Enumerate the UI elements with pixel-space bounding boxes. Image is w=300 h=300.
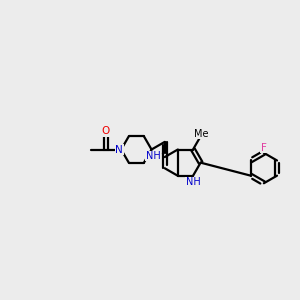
Text: N: N: [116, 145, 123, 154]
Text: Me: Me: [194, 129, 208, 139]
Text: NH: NH: [186, 177, 200, 187]
Text: F: F: [261, 143, 267, 153]
Text: NH: NH: [146, 151, 160, 161]
Text: O: O: [102, 126, 110, 136]
